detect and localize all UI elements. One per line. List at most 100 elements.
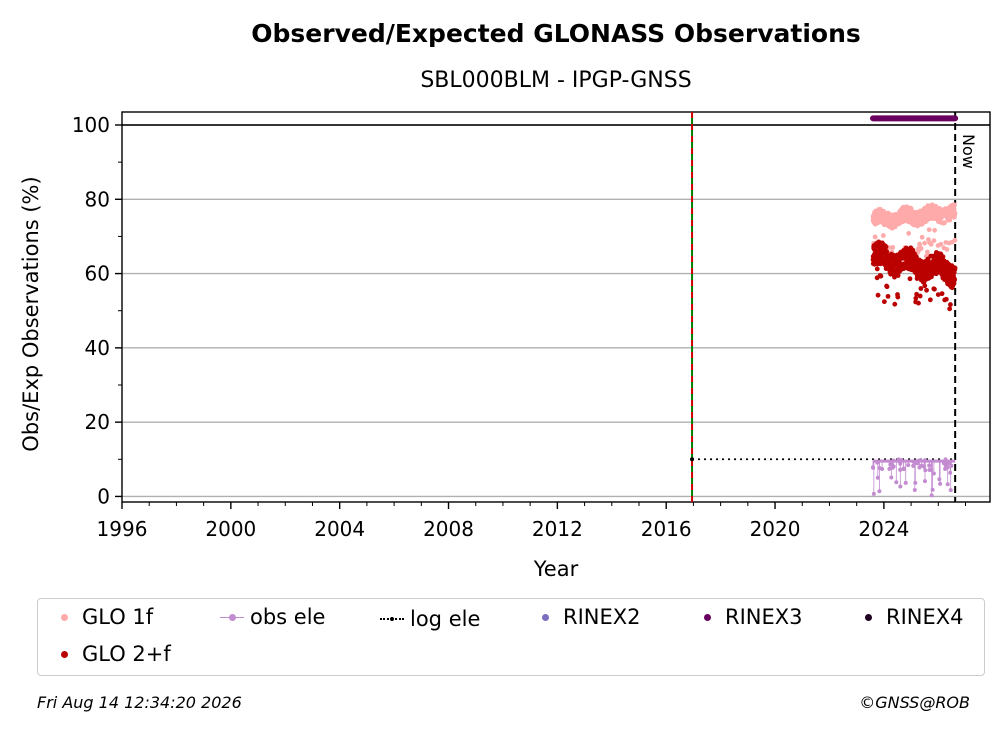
x-tick-label: 2004 [314, 517, 365, 541]
timestamp: Fri Aug 14 12:34:20 2026 [37, 693, 242, 712]
legend-dot-icon [52, 648, 76, 660]
legend-item-rinex3: RINEX3 [695, 605, 803, 629]
obs-ele-point [875, 460, 880, 465]
obs-ele-point [943, 464, 948, 469]
glo2f-point [917, 293, 923, 299]
glo1f-point [952, 210, 958, 216]
log-ele-point [690, 457, 695, 462]
obs-ele-point [916, 458, 921, 463]
glo2f-point [907, 276, 913, 282]
glo1f-point [890, 245, 896, 250]
glo2f-point [878, 273, 884, 279]
glo2f-point [914, 254, 919, 260]
obs-ele-point [922, 458, 927, 463]
legend-dot-icon [52, 611, 76, 623]
glo1f-point [938, 241, 944, 247]
glo1f-point [906, 230, 912, 236]
chart-subtitle: SBL000BLM - IPGP-GNSS [420, 68, 691, 93]
glo1f-point [922, 240, 928, 246]
obs-ele-point [922, 464, 927, 469]
glo2f-point [883, 244, 889, 250]
glo2f-point [948, 302, 953, 307]
obs-ele-point [875, 475, 880, 480]
x-axis-label: Year [533, 557, 579, 581]
glo2f-point [914, 291, 920, 297]
glo2f-point [951, 281, 957, 287]
glo2f-point [884, 284, 890, 290]
y-axis-label: Obs/Exp Observations (%) [19, 176, 43, 451]
legend-label: RINEX4 [886, 605, 964, 629]
glo1f-point [919, 234, 925, 240]
legend-label: GLO 2+f [82, 642, 171, 666]
legend-label: RINEX2 [563, 605, 641, 629]
legend-label: obs ele [250, 605, 326, 629]
obs-ele-point [948, 488, 953, 493]
obs-ele-point [930, 487, 935, 492]
glo1f-point [951, 206, 957, 212]
legend: GLO 1f obs ele log ele RINEX2 RINEX3 RIN… [37, 598, 985, 676]
credit: ©GNSS@ROB [859, 693, 970, 712]
obs-ele-point [937, 477, 942, 482]
plot-frame [121, 111, 991, 503]
glo2f-point [918, 286, 924, 291]
obs-ele-point [923, 468, 928, 473]
glo1f-point [926, 227, 932, 233]
legend-label: GLO 1f [82, 605, 154, 629]
x-tick-label: 2000 [205, 517, 256, 541]
obs-ele-point [901, 467, 906, 472]
obs-ele-point [894, 480, 899, 485]
glo2f-point [884, 249, 890, 255]
glo1f-point [932, 227, 938, 233]
glo2f-point [895, 273, 901, 279]
glo2f-point [916, 300, 921, 306]
obs-ele-point [922, 479, 927, 484]
obs-ele-point [945, 482, 950, 487]
legend-dot-icon [856, 611, 880, 623]
glo1f-point [928, 241, 934, 247]
legend-item-log-ele: log ele [380, 607, 480, 631]
glo2f-point [947, 306, 953, 312]
glo2f-point [874, 266, 880, 272]
y-tick-label: 20 [85, 410, 110, 434]
legend-item-rinex4: RINEX4 [856, 605, 964, 629]
chart-title: Observed/Expected GLONASS Observations [251, 19, 861, 48]
obs-ele-point [871, 491, 876, 496]
obs-ele-point [927, 468, 932, 473]
legend-line-dot-icon [220, 611, 244, 623]
legend-item-obs-ele: obs ele [220, 605, 325, 629]
obs-ele-point [898, 484, 903, 489]
obs-ele-point [913, 480, 918, 485]
obs-ele-point [938, 481, 943, 486]
glo1f-point [952, 202, 957, 208]
glo1f-point [918, 246, 924, 251]
glo1f-point [892, 224, 898, 230]
obs-ele-point [912, 487, 917, 492]
y-tick-label: 60 [85, 262, 110, 286]
glo2f-point [895, 294, 901, 300]
x-tick-label: 2008 [423, 517, 474, 541]
glo2f-point [935, 292, 941, 298]
obs-ele-point [877, 489, 882, 494]
x-tick-label: 2024 [858, 517, 909, 541]
legend-item-glo1f: GLO 1f [52, 605, 153, 629]
obs-ele-point [889, 475, 894, 480]
legend-item-rinex2: RINEX2 [533, 605, 641, 629]
y-tick-label: 100 [72, 113, 110, 137]
obs-ele-point [891, 458, 896, 463]
obs-ele-point [917, 465, 922, 470]
obs-ele-point [896, 457, 901, 462]
obs-ele-point [887, 466, 892, 471]
legend-dot-icon [533, 611, 557, 623]
legend-dotted-line-icon [380, 613, 404, 625]
glo2f-point [939, 291, 945, 297]
glo2f-point [940, 254, 946, 260]
glo2f-point [924, 287, 929, 293]
glo2f-point [892, 301, 898, 307]
glo1f-point [942, 220, 947, 226]
glo2f-point [881, 299, 887, 305]
legend-label: log ele [410, 607, 481, 631]
now-label: Now [959, 134, 978, 169]
obs-ele-point [943, 457, 948, 462]
y-tick-label: 80 [85, 187, 110, 211]
